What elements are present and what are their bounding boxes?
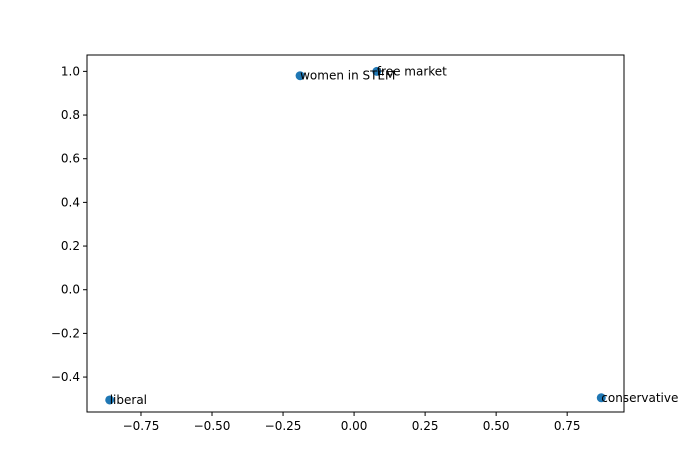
y-axis: −0.4 −0.2 0.0 0.2 0.4 0.6 0.8 1.0 xyxy=(51,64,87,384)
y-tick-label: 1.0 xyxy=(61,64,80,78)
y-tick-label: −0.2 xyxy=(51,326,80,340)
axes-frame xyxy=(86,54,625,413)
x-tick-label: 0.25 xyxy=(412,419,439,433)
scatter-point xyxy=(295,71,305,81)
data-points xyxy=(105,66,606,405)
x-tick-label: 0.00 xyxy=(341,419,368,433)
y-tick-label: 0.6 xyxy=(61,152,80,166)
point-label: conservative xyxy=(601,391,678,405)
scatter-point xyxy=(596,393,606,403)
y-tick-label: 0.4 xyxy=(61,195,80,209)
x-axis: −0.75 −0.50 −0.25 0.00 0.25 0.50 0.75 xyxy=(123,412,581,433)
x-tick-label: 0.50 xyxy=(483,419,510,433)
x-tick-label: 0.75 xyxy=(554,419,581,433)
x-tick-label: −0.75 xyxy=(123,419,160,433)
y-tick-label: −0.4 xyxy=(51,370,80,384)
y-tick-label: 0.8 xyxy=(61,108,80,122)
scatter-point xyxy=(105,395,115,405)
point-label: liberal xyxy=(110,393,147,407)
point-label: free market xyxy=(377,64,447,78)
y-tick-label: 0.0 xyxy=(61,283,80,297)
x-tick-label: −0.50 xyxy=(194,419,231,433)
scatter-point xyxy=(372,66,382,76)
point-label: women in STEM xyxy=(300,69,395,83)
x-tick-label: −0.25 xyxy=(265,419,302,433)
y-tick-label: 0.2 xyxy=(61,239,80,253)
